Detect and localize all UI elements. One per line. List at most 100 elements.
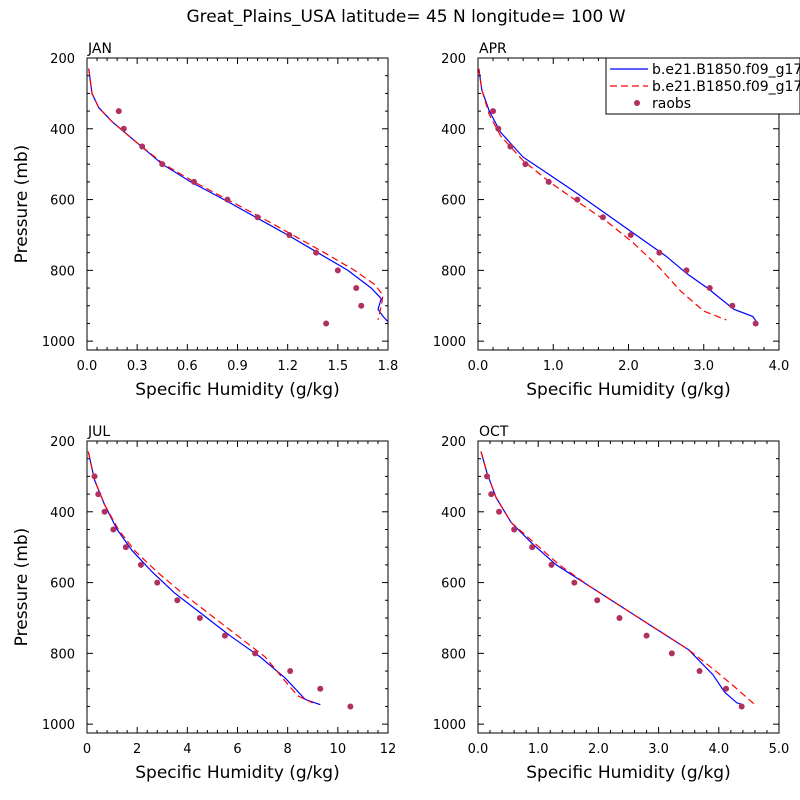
x-tick-label: 1.2 — [277, 359, 298, 374]
x-axis-label: Specific Humidity (g/kg) — [526, 380, 730, 400]
x-tick-label: 4 — [183, 742, 191, 757]
data-group — [480, 451, 756, 710]
x-tick-label: 3.0 — [693, 359, 714, 374]
y-tick-label: 600 — [441, 577, 466, 592]
x-tick-label: 2.0 — [618, 359, 639, 374]
y-tick-label: 200 — [441, 435, 466, 450]
raobs-marker — [196, 614, 203, 621]
raobs-marker — [738, 703, 745, 710]
raobs-marker — [616, 614, 623, 621]
raobs-marker — [286, 231, 293, 238]
raobs-marker — [488, 491, 495, 498]
x-axis-label: Specific Humidity (g/kg) — [135, 763, 339, 783]
x-tick-label: 0.0 — [468, 359, 489, 374]
raobs-marker — [696, 668, 703, 675]
raobs-marker — [287, 668, 294, 675]
x-tick-label: 0 — [83, 742, 91, 757]
raobs-marker — [495, 125, 502, 132]
raobs-marker — [91, 473, 98, 480]
raobs-marker — [729, 302, 736, 309]
legend-label: b.e21.B1850.f09_g17. — [652, 79, 800, 95]
y-tick-label: 200 — [50, 52, 75, 67]
raobs-marker — [529, 544, 536, 551]
series-line-dashed — [88, 68, 384, 321]
raobs-marker — [110, 526, 117, 533]
x-tick-label: 5.0 — [769, 742, 790, 757]
y-tick-label: 1000 — [42, 335, 75, 350]
y-axis-label: Pressure (mb) — [12, 528, 32, 647]
raobs-marker — [545, 178, 552, 185]
panel-title: JAN — [87, 41, 112, 57]
raobs-marker — [353, 285, 360, 292]
series-line-dashed — [480, 451, 756, 706]
raobs-marker — [507, 143, 514, 150]
raobs-marker — [683, 267, 690, 274]
y-tick-label: 400 — [50, 123, 75, 138]
panels-group: JAN 0.0 0.3 0.6 0.9 1.2 1.5 1.8 200 400 600 800 1000… — [12, 41, 789, 783]
raobs-marker — [548, 561, 555, 568]
y-tick-label: 800 — [50, 264, 75, 279]
raobs-marker — [191, 178, 198, 185]
raobs-marker — [752, 320, 759, 327]
panel-jul: JUL 0 2 4 6 8 10 12 200 400 600 800 1000 Specific Hum… — [12, 424, 396, 783]
raobs-marker — [490, 108, 497, 115]
y-tick-label: 1000 — [433, 718, 466, 733]
y-tick-label: 800 — [441, 264, 466, 279]
x-tick-label: 0.9 — [227, 359, 248, 374]
x-tick-label: 8 — [284, 742, 292, 757]
raobs-marker — [317, 685, 324, 692]
raobs-marker — [159, 161, 166, 168]
raobs-marker — [511, 526, 518, 533]
panel-jan: JAN 0.0 0.3 0.6 0.9 1.2 1.5 1.8 200 400 600 800 1000… — [12, 41, 398, 400]
x-tick-label: 0.6 — [177, 359, 198, 374]
raobs-marker — [174, 597, 181, 604]
panel-apr: APR 0.0 1.0 2.0 3.0 4.0 200 400 600 800 1000 Specif… — [433, 41, 789, 400]
raobs-marker — [334, 267, 341, 274]
x-tick-label: 2 — [133, 742, 141, 757]
raobs-marker — [95, 491, 102, 498]
raobs-marker — [496, 508, 503, 515]
x-tick-label: 1.0 — [528, 742, 549, 757]
raobs-marker — [522, 161, 529, 168]
legend: b.e21.B1850.f09_g17.b.e21.B1850.f09_g17.… — [605, 57, 800, 115]
y-tick-label: 400 — [441, 506, 466, 521]
y-tick-label: 800 — [441, 647, 466, 662]
y-tick-label: 600 — [50, 194, 75, 209]
raobs-marker — [484, 473, 491, 480]
x-tick-label: 2.0 — [588, 742, 609, 757]
legend-marker — [634, 100, 640, 106]
raobs-marker — [668, 650, 675, 657]
raobs-marker — [120, 125, 127, 132]
x-axis-label: Specific Humidity (g/kg) — [526, 763, 730, 783]
data-group — [87, 451, 354, 710]
x-tick-label: 12 — [380, 742, 397, 757]
x-tick-label: 0.0 — [77, 359, 98, 374]
raobs-marker — [656, 249, 663, 256]
series-line-solid — [478, 68, 757, 323]
y-tick-label: 600 — [50, 577, 75, 592]
y-tick-label: 1000 — [433, 335, 466, 350]
plot-frame — [477, 440, 780, 734]
raobs-marker — [594, 597, 601, 604]
series-line-dashed — [87, 451, 314, 704]
x-tick-label: 4.0 — [769, 359, 790, 374]
x-tick-label: 6 — [233, 742, 241, 757]
legend-label: b.e21.B1850.f09_g17. — [652, 62, 800, 78]
raobs-marker — [599, 214, 606, 221]
y-tick-label: 400 — [441, 123, 466, 138]
x-tick-label: 1.8 — [378, 359, 399, 374]
data-group — [88, 68, 388, 327]
raobs-marker — [139, 143, 146, 150]
panel-oct: OCT 0.0 1.0 2.0 3.0 4.0 5.0 200 400 600 800 1000 Spe… — [433, 424, 789, 783]
y-tick-label: 200 — [50, 435, 75, 450]
x-tick-label: 0.0 — [468, 742, 489, 757]
raobs-marker — [574, 196, 581, 203]
legend-label: raobs — [652, 96, 691, 112]
x-tick-label: 0.3 — [127, 359, 148, 374]
raobs-marker — [627, 231, 634, 238]
raobs-marker — [571, 579, 578, 586]
x-tick-label: 1.5 — [327, 359, 348, 374]
series-line-dashed — [478, 68, 727, 321]
y-axis-label: Pressure (mb) — [12, 145, 32, 264]
